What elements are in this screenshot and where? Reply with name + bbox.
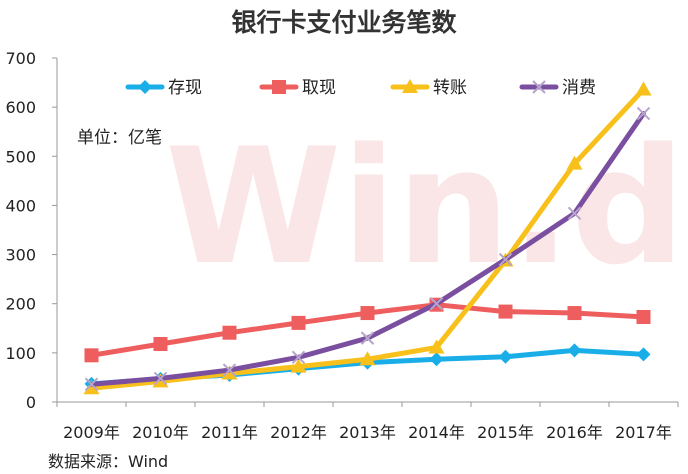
- data-point-转账: [83, 380, 100, 395]
- marker-x-stroke: [291, 350, 306, 364]
- legend-label: 消费: [562, 78, 596, 98]
- data-point-取现: [498, 304, 513, 319]
- legend-item-存现: 存现: [125, 78, 202, 98]
- series-消费: [84, 106, 651, 392]
- y-tick-label: 700: [5, 49, 36, 68]
- legend-label: 存现: [168, 78, 202, 98]
- data-point-取现: [636, 309, 651, 324]
- data-point-转账: [428, 339, 445, 354]
- data-point-转账: [635, 81, 652, 96]
- marker-x-stroke: [532, 80, 546, 94]
- unit-label: 单位：亿笔: [77, 128, 162, 148]
- y-tick-label: 500: [5, 147, 36, 166]
- data-point-存现: [567, 343, 582, 358]
- data-point-消费: [636, 106, 651, 121]
- data-point-转账: [566, 155, 583, 170]
- data-point-存现: [429, 352, 444, 367]
- marker-x-stroke: [429, 297, 444, 311]
- data-point-存现: [498, 349, 513, 364]
- data-point-取现: [360, 306, 375, 321]
- data-point-存现: [636, 347, 651, 362]
- series-存现: [84, 343, 651, 391]
- x-tick-label: 2013年: [339, 423, 396, 442]
- legend-item-取现: 取现: [259, 78, 336, 98]
- series-lines: [83, 81, 652, 395]
- x-tick-label: 2012年: [270, 423, 327, 442]
- marker-x-stroke: [153, 371, 168, 386]
- x-tick-label: 2014年: [408, 423, 465, 442]
- data-point-消费: [291, 350, 306, 364]
- legend: 存现 取现 转账 消费: [125, 78, 596, 98]
- y-tick-label: 300: [5, 246, 36, 265]
- marker-x-stroke: [222, 363, 237, 377]
- data-point-转账: [290, 358, 307, 373]
- y-tick-label: 0: [26, 393, 36, 412]
- data-point-取现: [567, 306, 582, 321]
- x-tick-label: 2010年: [132, 423, 189, 442]
- data-point-消费: [153, 371, 168, 386]
- data-point-取现: [84, 348, 99, 363]
- marker-x-stroke: [498, 252, 513, 267]
- x-tick-label: 2015年: [477, 423, 534, 442]
- data-point-消费: [222, 363, 237, 377]
- marker-x-stroke: [84, 377, 99, 392]
- data-point-消费: [84, 377, 99, 392]
- data-point-取现: [153, 337, 168, 352]
- x-tick-label: 2016年: [546, 423, 603, 442]
- marker-x-stroke: [360, 331, 375, 345]
- data-point-消费: [567, 206, 582, 220]
- series-转账: [83, 81, 652, 395]
- data-point-消费: [360, 331, 375, 345]
- data-point-消费: [429, 297, 444, 311]
- y-tick-label: 600: [5, 98, 36, 117]
- watermark: Win.d: [165, 113, 686, 300]
- marker-x-stroke: [567, 206, 582, 220]
- legend-marker: [272, 80, 286, 94]
- legend-marker: [532, 80, 546, 94]
- data-point-取现: [222, 325, 237, 340]
- data-point-转账: [359, 351, 376, 366]
- y-tick-label: 200: [5, 295, 36, 314]
- legend-item-消费: 消费: [519, 78, 596, 98]
- marker-x-stroke: [636, 106, 651, 121]
- y-tick-label: 100: [5, 344, 36, 363]
- data-point-取现: [291, 315, 306, 330]
- chart-title: 银行卡支付业务笔数: [231, 8, 457, 37]
- legend-marker: [402, 79, 418, 93]
- legend-item-转账: 转账: [390, 78, 467, 98]
- x-tick-label: 2011年: [201, 423, 258, 442]
- legend-marker: [138, 80, 152, 94]
- y-tick-label: 400: [5, 196, 36, 215]
- x-tick-label: 2017年: [615, 423, 672, 442]
- legend-label: 转账: [433, 78, 467, 98]
- legend-label: 取现: [302, 78, 336, 98]
- data-point-消费: [498, 252, 513, 267]
- axes: 0 100 200 300 400 500 600 700 2009年 2010年 2011年 201…: [5, 49, 679, 442]
- x-tick-label: 2009年: [63, 423, 120, 442]
- source-note: 数据来源：Wind: [48, 452, 168, 471]
